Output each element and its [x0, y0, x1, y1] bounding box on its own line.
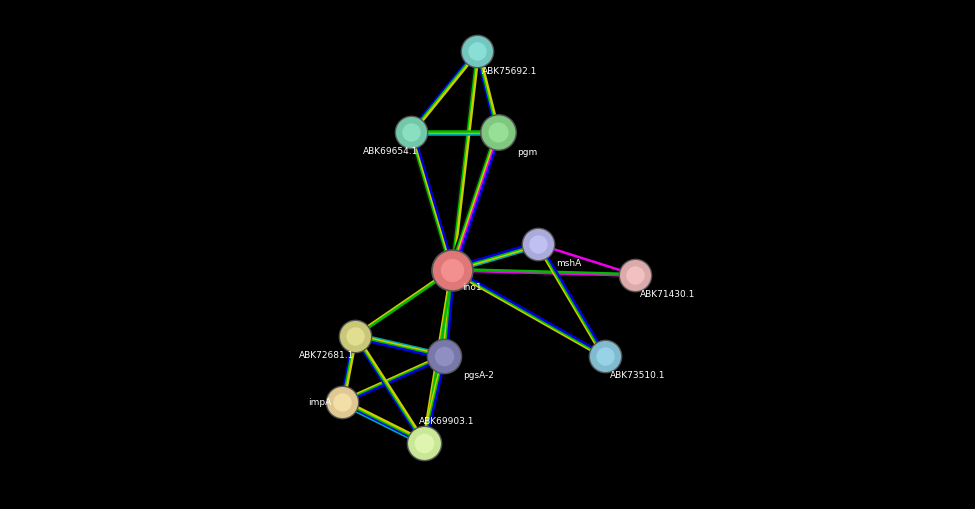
Point: [530, 240, 546, 248]
Text: pgm: pgm: [517, 148, 537, 157]
Point: [416, 439, 432, 447]
Point: [444, 266, 459, 274]
Point: [416, 439, 432, 447]
Point: [347, 332, 363, 340]
Point: [489, 128, 505, 136]
Point: [489, 128, 505, 136]
Point: [404, 128, 419, 136]
Point: [404, 128, 419, 136]
Point: [489, 128, 505, 136]
Point: [627, 271, 643, 279]
Point: [404, 128, 419, 136]
Point: [416, 439, 432, 447]
Point: [470, 47, 486, 55]
Point: [470, 47, 486, 55]
Text: ABK75692.1: ABK75692.1: [483, 67, 538, 76]
Point: [627, 271, 643, 279]
Text: ABK69654.1: ABK69654.1: [363, 147, 418, 156]
Text: ABK72681.1: ABK72681.1: [299, 351, 355, 360]
Text: impA: impA: [308, 398, 332, 407]
Point: [597, 352, 612, 360]
Point: [334, 398, 350, 406]
Text: ABK71430.1: ABK71430.1: [641, 290, 695, 299]
Text: ino1: ino1: [462, 283, 482, 292]
Point: [334, 398, 350, 406]
Point: [470, 47, 486, 55]
Point: [530, 240, 546, 248]
Point: [627, 271, 643, 279]
Point: [437, 352, 452, 360]
Text: ABK69903.1: ABK69903.1: [419, 417, 474, 426]
Point: [437, 352, 452, 360]
Point: [597, 352, 612, 360]
Point: [347, 332, 363, 340]
Text: mshA: mshA: [556, 259, 581, 268]
Point: [530, 240, 546, 248]
Point: [437, 352, 452, 360]
Point: [347, 332, 363, 340]
Text: pgsA-2: pgsA-2: [463, 371, 494, 380]
Point: [444, 266, 459, 274]
Point: [597, 352, 612, 360]
Text: ABK73510.1: ABK73510.1: [609, 371, 665, 380]
Point: [334, 398, 350, 406]
Point: [444, 266, 459, 274]
